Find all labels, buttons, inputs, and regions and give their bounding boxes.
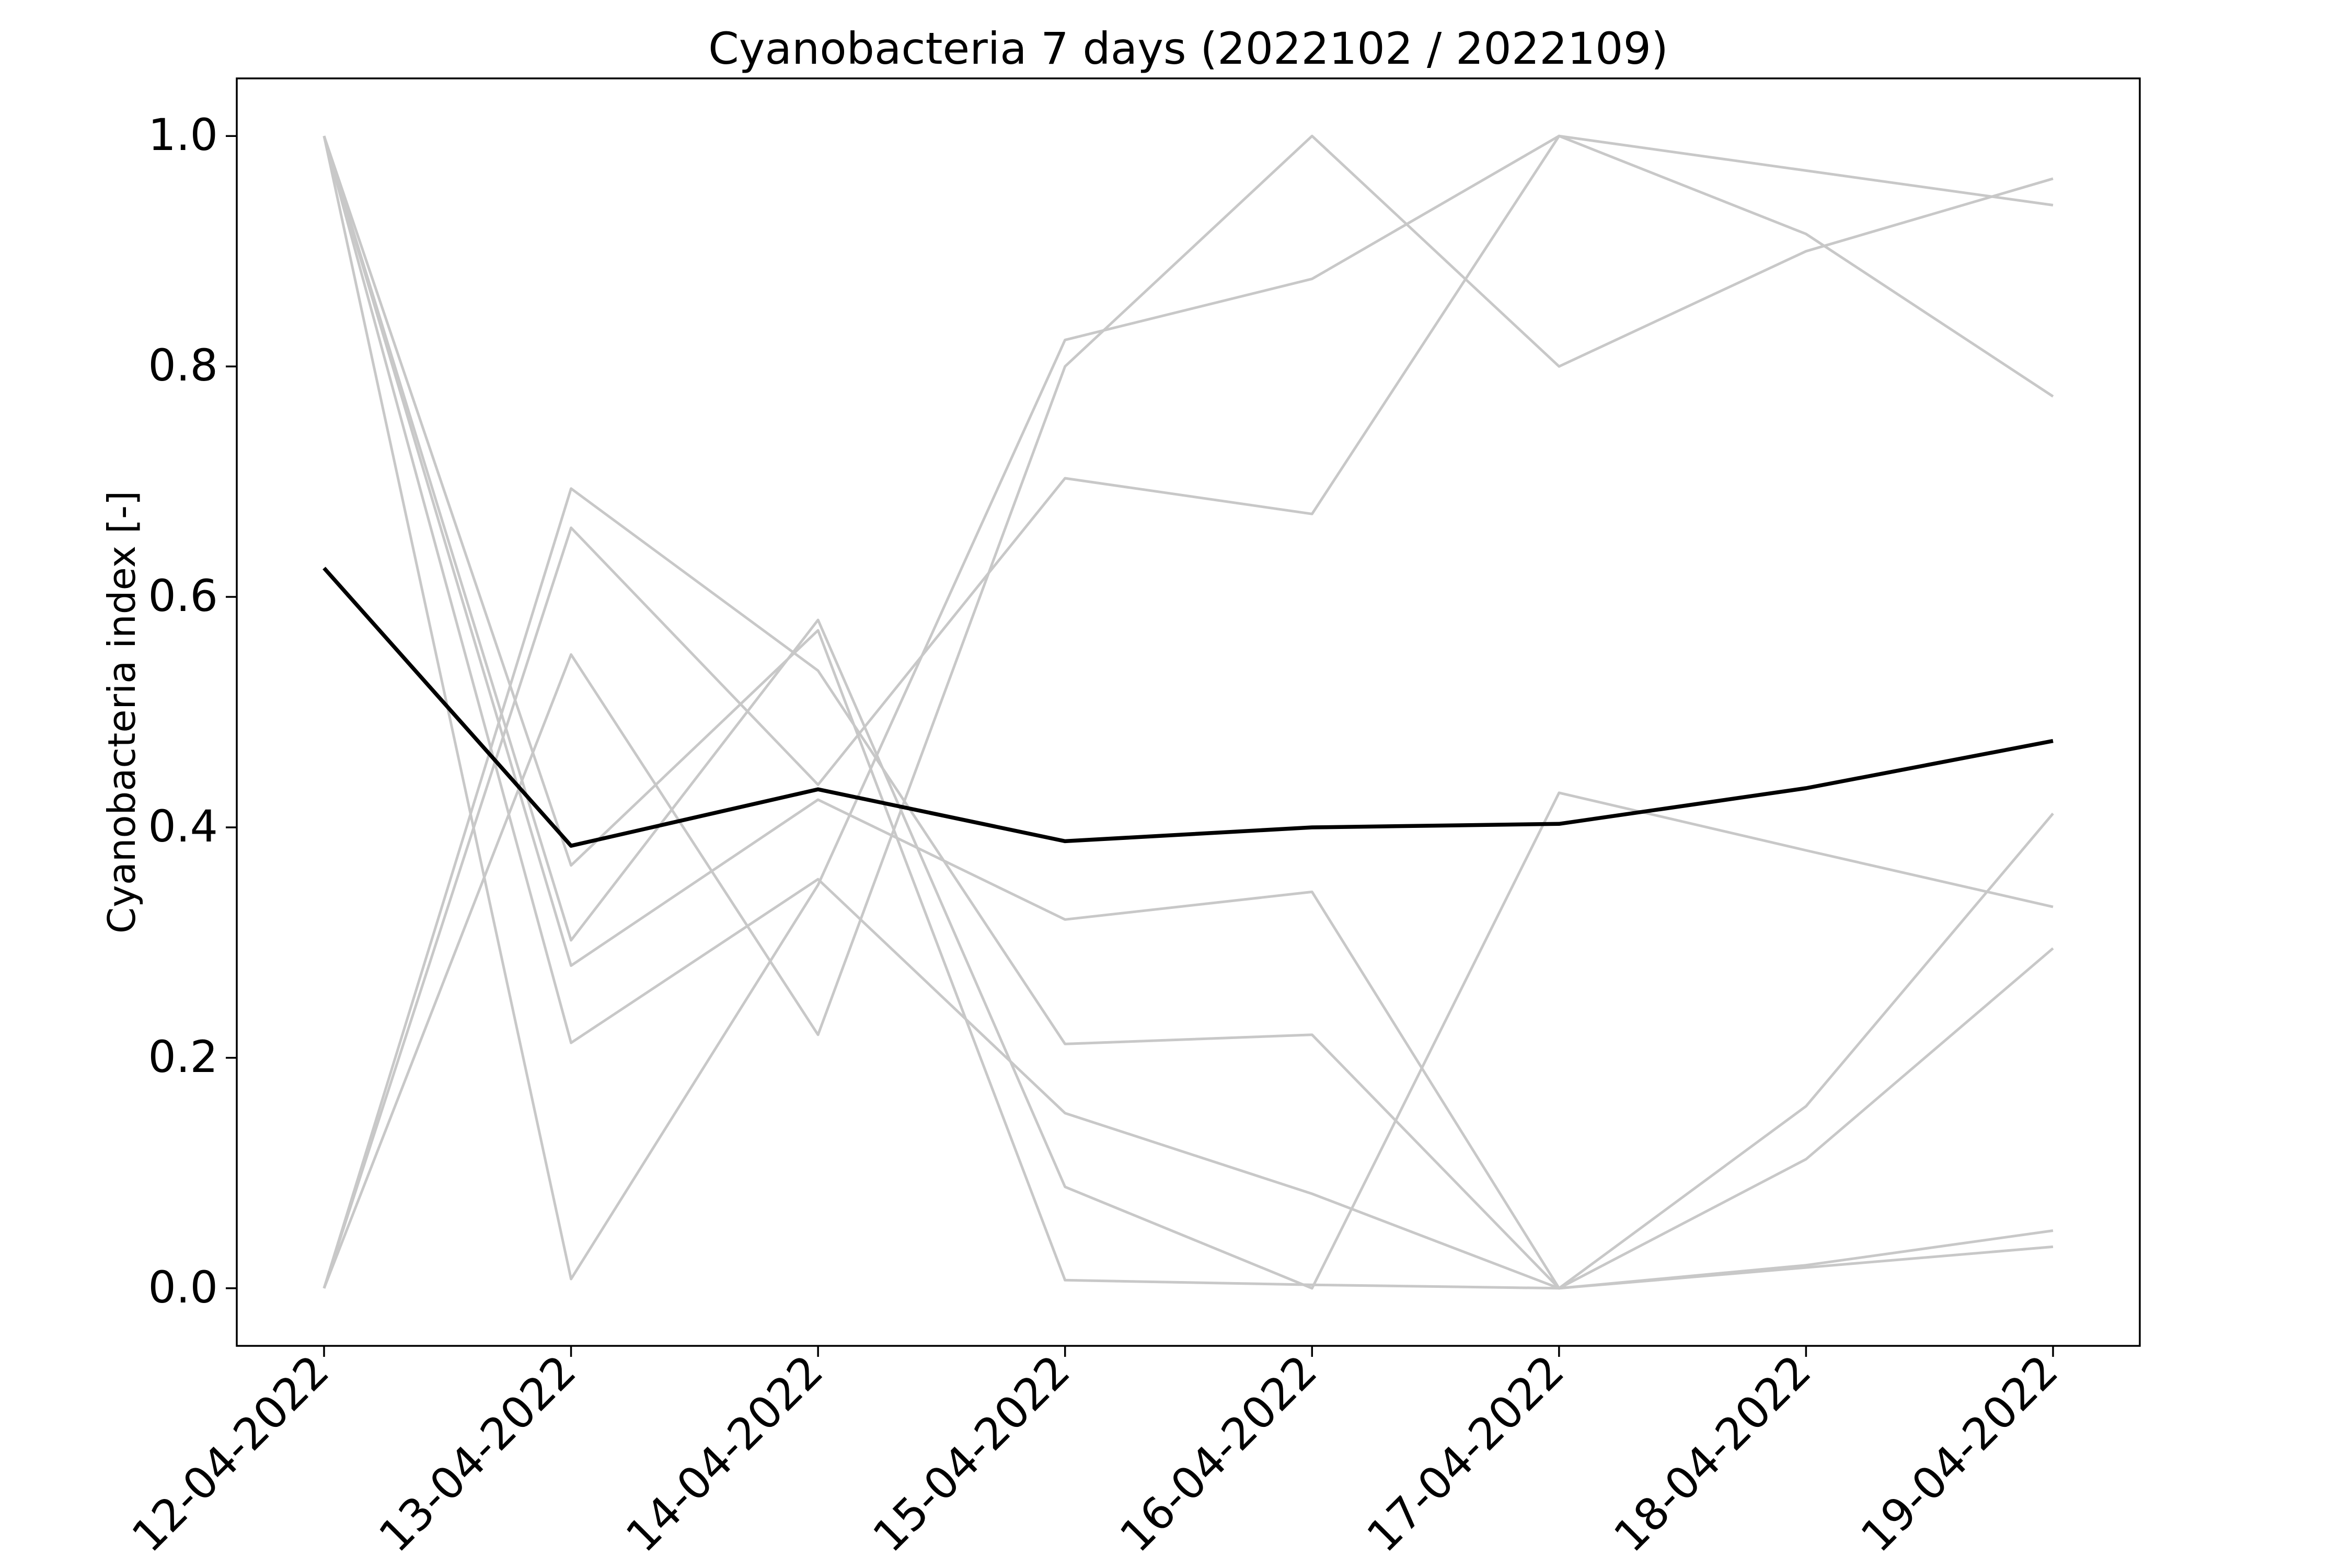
x-tick-label: 16-04-2022 (1110, 1345, 1327, 1562)
y-tick-label: 0.6 (148, 570, 218, 621)
series-line-7 (322, 135, 2054, 1290)
chart-title: Cyanobacteria 7 days (2022102 / 2022109) (708, 23, 1668, 74)
plot-frame (236, 77, 2141, 1347)
axes-layer: 0.0 0.2 0.4 0.6 0.8 1.0 12-04-2022 13-04-2022 14… (122, 77, 2141, 1562)
x-tick-label: 13-04-2022 (369, 1345, 585, 1562)
y-tick-label: 1.0 (148, 109, 218, 160)
series-line-3 (322, 134, 2054, 1289)
series-line-6 (322, 487, 2054, 1290)
x-tick-label: 12-04-2022 (122, 1345, 339, 1562)
series-line-5 (322, 135, 2054, 1290)
x-tick-label: 18-04-2022 (1604, 1345, 1820, 1562)
x-tick-label: 19-04-2022 (1851, 1345, 2068, 1562)
series-line-4 (322, 135, 2054, 1290)
y-tick-label: 0.0 (148, 1262, 218, 1313)
y-axis-label: Cyanobacteria index [-] (100, 491, 144, 933)
x-tick-label: 14-04-2022 (616, 1345, 833, 1562)
y-tick-label: 0.2 (148, 1031, 218, 1082)
series-line-8 (322, 135, 2054, 1290)
series-layer (322, 134, 2054, 1290)
x-tick-label: 17-04-2022 (1357, 1345, 1574, 1562)
y-tick-label: 0.4 (148, 801, 218, 852)
series-line-mean (322, 567, 2054, 848)
x-tick-label: 15-04-2022 (863, 1345, 1079, 1562)
series-line-1 (322, 134, 2054, 1281)
series-line-2 (322, 134, 2054, 1289)
y-tick-label: 0.8 (148, 340, 218, 391)
